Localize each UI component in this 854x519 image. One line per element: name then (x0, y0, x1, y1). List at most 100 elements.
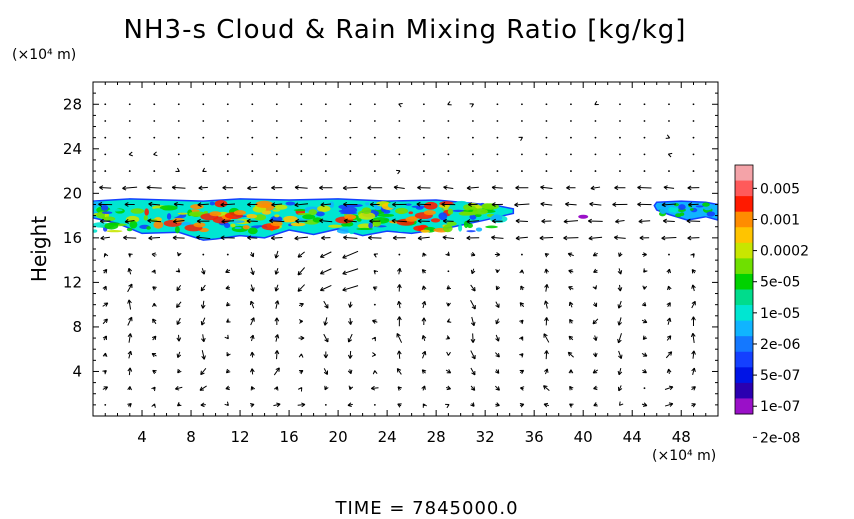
wind-vector (398, 253, 401, 256)
wind-vector (396, 169, 401, 175)
wind-vector (422, 103, 425, 106)
wind-vector (590, 185, 601, 191)
cloud-speckle (447, 208, 454, 215)
wind-vector (594, 136, 597, 139)
wind-vector (102, 386, 109, 391)
wind-vector (519, 319, 524, 325)
wind-vector (347, 369, 353, 375)
wind-vector (667, 152, 673, 158)
cloud-speckle (144, 208, 149, 216)
wind-vector (666, 368, 672, 374)
wind-vector (104, 136, 107, 139)
wind-vector (274, 250, 279, 259)
wind-vector (273, 402, 281, 408)
cloud-speckle (255, 200, 273, 209)
wind-vector (519, 386, 525, 391)
wind-vector (637, 202, 652, 207)
wind-vector (495, 352, 500, 358)
wind-vector (447, 270, 450, 273)
cloud-speckle (387, 201, 406, 209)
wind-vector (422, 136, 425, 139)
wind-vector (173, 201, 184, 207)
wind-vector (443, 185, 454, 190)
wind-vector (496, 120, 499, 122)
wind-vector (686, 218, 701, 224)
wind-vector (521, 253, 523, 256)
wind-vector (592, 352, 598, 358)
colorbar: 0.005 0.001 0.0002 5e-05 1e-05 2e-06 5e-07 1e-0… (734, 164, 809, 446)
wind-vector (176, 334, 182, 342)
wind-vector (445, 403, 450, 409)
wind-vector (102, 352, 108, 357)
cloud-speckle (126, 227, 133, 232)
wind-vector (342, 285, 359, 292)
wind-vector (201, 334, 206, 343)
wind-vector (569, 318, 574, 324)
wind-vector (397, 267, 402, 275)
wind-vector (373, 120, 376, 122)
wind-vector (544, 253, 550, 258)
wind-vector (127, 316, 133, 326)
cloud-speckle (679, 212, 685, 216)
cloud-speckle (166, 213, 172, 220)
wind-vector (496, 103, 499, 106)
wind-vector (592, 285, 597, 290)
cloud-speckle (315, 211, 325, 217)
wind-vector (544, 350, 549, 360)
wind-vector (397, 300, 402, 309)
wind-vector (519, 269, 525, 274)
wind-vector (691, 367, 696, 376)
wind-vector (491, 185, 503, 190)
wind-vector (617, 385, 623, 392)
wind-vector (495, 268, 500, 274)
wind-vector (275, 103, 278, 106)
cloud-speckle (467, 223, 473, 229)
wind-vector (200, 317, 206, 326)
wind-vector (494, 252, 501, 257)
x-tick-label: 8 (186, 428, 196, 446)
wind-vector (297, 284, 305, 292)
wind-vector (570, 170, 572, 172)
y-axis-unit: (×10⁴ m) (12, 47, 76, 63)
wind-vector (495, 402, 500, 407)
wind-vector (201, 268, 206, 275)
wind-vector (98, 202, 113, 207)
wind-vector (369, 202, 380, 207)
cloud-speckle (274, 204, 288, 210)
wind-vector (666, 335, 672, 341)
cloud-speckle (706, 211, 716, 217)
wind-vector (221, 219, 235, 224)
wind-vector (662, 218, 675, 224)
wind-vector (153, 151, 158, 157)
cloud-speckle (485, 225, 498, 229)
wind-vector (422, 153, 425, 156)
wind-vector (567, 252, 574, 257)
wind-vector (373, 303, 376, 306)
wind-vector (104, 103, 107, 106)
wind-vector (470, 333, 476, 343)
wind-vector (545, 103, 548, 106)
wind-vector (515, 185, 529, 191)
wind-vector (371, 336, 376, 342)
wind-vector (226, 103, 229, 106)
colorbar-swatch (735, 382, 753, 399)
wind-vector (393, 185, 405, 190)
wind-vector (220, 235, 235, 241)
cloud-speckle (463, 204, 472, 211)
cloud-speckle (424, 201, 438, 210)
wind-vector (541, 218, 552, 224)
wind-vector (300, 153, 303, 156)
wind-vector (470, 367, 476, 376)
wind-vector (269, 218, 285, 224)
wind-vector (496, 170, 499, 172)
wind-vector (521, 103, 523, 106)
wind-vector (540, 185, 553, 190)
wind-vector (421, 385, 426, 391)
wind-vector (563, 219, 579, 224)
cloud-core (344, 214, 357, 220)
wind-vector (589, 201, 602, 207)
cloud-speckle (159, 205, 178, 211)
cloud-speckle (395, 207, 409, 215)
wind-vector (665, 134, 671, 139)
wind-vector (151, 352, 157, 358)
